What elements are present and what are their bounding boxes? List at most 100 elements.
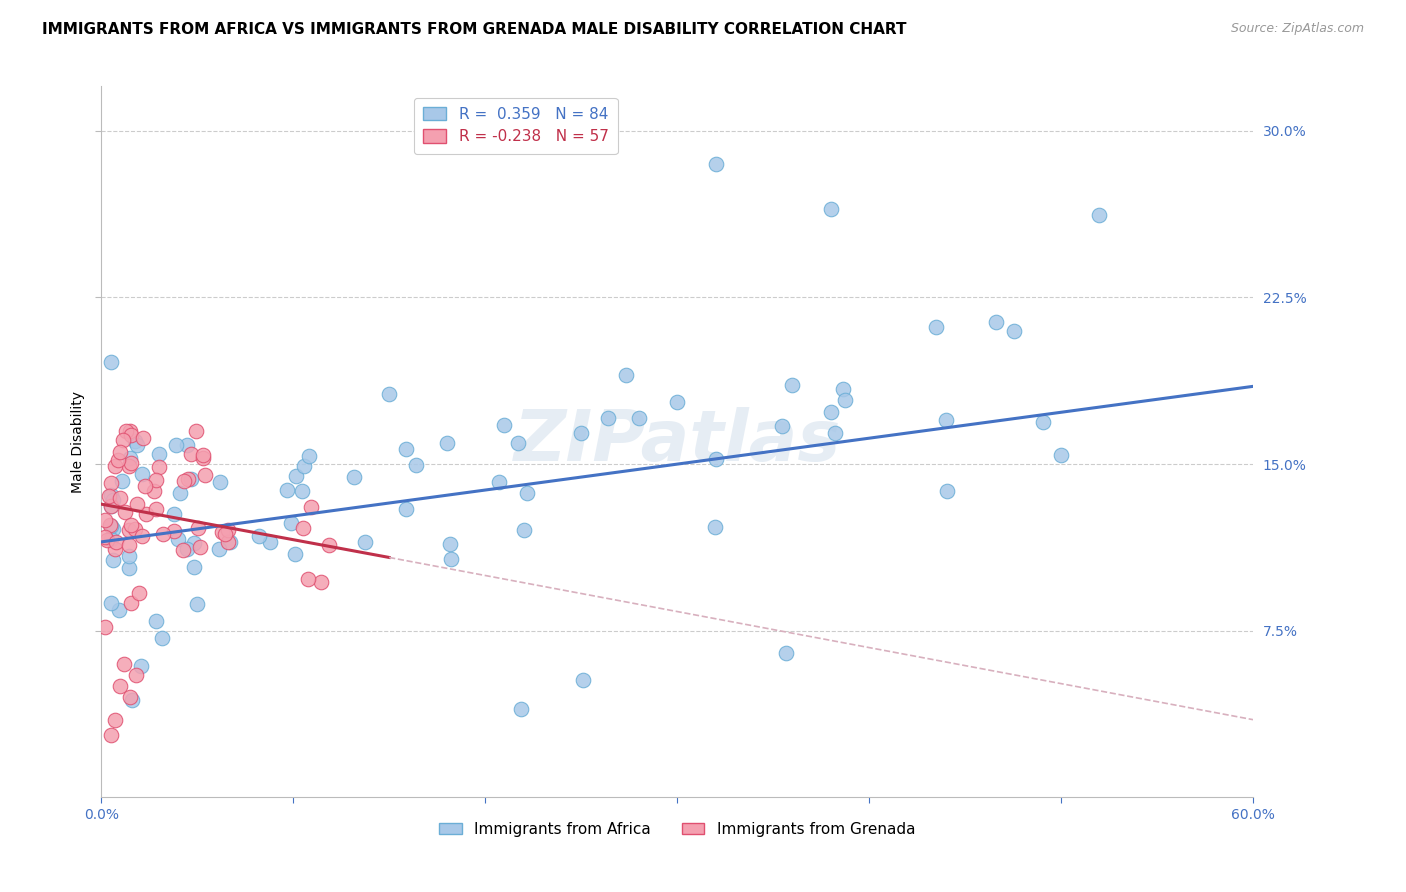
- Point: [104, 713, 127, 727]
- Point: [395, 502, 418, 516]
- Point: [114, 505, 136, 519]
- Point: [378, 386, 401, 401]
- Point: [280, 516, 302, 530]
- Point: [569, 425, 592, 440]
- Point: [96, 533, 118, 548]
- Point: [111, 474, 134, 488]
- Point: [120, 451, 142, 466]
- Point: [94, 530, 117, 544]
- Point: [508, 436, 530, 450]
- Point: [131, 529, 153, 543]
- Point: [208, 541, 231, 556]
- Point: [180, 472, 202, 486]
- Point: [218, 535, 240, 549]
- Point: [436, 436, 458, 450]
- Point: [176, 541, 198, 556]
- Point: [782, 378, 804, 392]
- Point: [125, 438, 148, 452]
- Point: [100, 354, 122, 368]
- Point: [128, 586, 150, 600]
- Point: [704, 157, 727, 171]
- Point: [935, 484, 957, 499]
- Point: [1002, 324, 1025, 338]
- Point: [259, 535, 281, 549]
- Point: [217, 535, 239, 549]
- Point: [148, 459, 170, 474]
- Point: [439, 537, 461, 551]
- Point: [299, 500, 322, 514]
- Text: IMMIGRANTS FROM AFRICA VS IMMIGRANTS FROM GRENADA MALE DISABILITY CORRELATION CH: IMMIGRANTS FROM AFRICA VS IMMIGRANTS FRO…: [42, 22, 907, 37]
- Point: [354, 534, 377, 549]
- Point: [163, 524, 186, 538]
- Point: [118, 549, 141, 563]
- Point: [118, 538, 141, 552]
- Point: [100, 499, 122, 513]
- Point: [211, 524, 233, 539]
- Point: [824, 426, 846, 441]
- Point: [285, 468, 308, 483]
- Point: [125, 668, 148, 682]
- Point: [440, 551, 463, 566]
- Point: [214, 527, 236, 541]
- Point: [935, 412, 957, 426]
- Point: [118, 690, 141, 705]
- Point: [834, 392, 856, 407]
- Point: [572, 673, 595, 687]
- Point: [249, 529, 271, 543]
- Point: [129, 659, 152, 673]
- Point: [1032, 415, 1054, 429]
- Point: [820, 202, 842, 216]
- Point: [120, 596, 142, 610]
- Point: [704, 451, 727, 466]
- Point: [292, 459, 315, 474]
- Point: [167, 532, 190, 546]
- Point: [120, 428, 142, 442]
- Point: [193, 448, 215, 462]
- Point: [488, 475, 510, 490]
- Point: [666, 395, 689, 409]
- Point: [120, 517, 142, 532]
- Point: [152, 527, 174, 541]
- Point: [176, 438, 198, 452]
- Point: [134, 479, 156, 493]
- Point: [131, 467, 153, 481]
- Point: [145, 473, 167, 487]
- Point: [98, 518, 121, 533]
- Point: [191, 451, 214, 466]
- Point: [101, 492, 124, 507]
- Point: [704, 519, 727, 533]
- Point: [104, 459, 127, 474]
- Point: [148, 447, 170, 461]
- Point: [117, 561, 139, 575]
- Point: [209, 475, 232, 489]
- Point: [94, 513, 117, 527]
- Point: [145, 502, 167, 516]
- Point: [614, 368, 637, 383]
- Point: [114, 424, 136, 438]
- Point: [173, 474, 195, 488]
- Point: [292, 520, 315, 534]
- Point: [986, 315, 1008, 329]
- Point: [120, 456, 142, 470]
- Point: [194, 468, 217, 483]
- Point: [494, 417, 516, 432]
- Point: [169, 486, 191, 500]
- Point: [596, 410, 619, 425]
- Point: [832, 383, 855, 397]
- Point: [291, 484, 314, 499]
- Point: [111, 434, 134, 448]
- Point: [183, 560, 205, 574]
- Point: [405, 458, 427, 472]
- Point: [516, 485, 538, 500]
- Point: [124, 434, 146, 448]
- Point: [100, 519, 122, 533]
- Point: [101, 522, 124, 536]
- Point: [121, 693, 143, 707]
- Point: [118, 523, 141, 537]
- Point: [110, 679, 132, 693]
- Y-axis label: Male Disability: Male Disability: [72, 391, 86, 493]
- Point: [100, 475, 122, 490]
- Point: [770, 418, 793, 433]
- Point: [124, 522, 146, 536]
- Point: [512, 524, 534, 538]
